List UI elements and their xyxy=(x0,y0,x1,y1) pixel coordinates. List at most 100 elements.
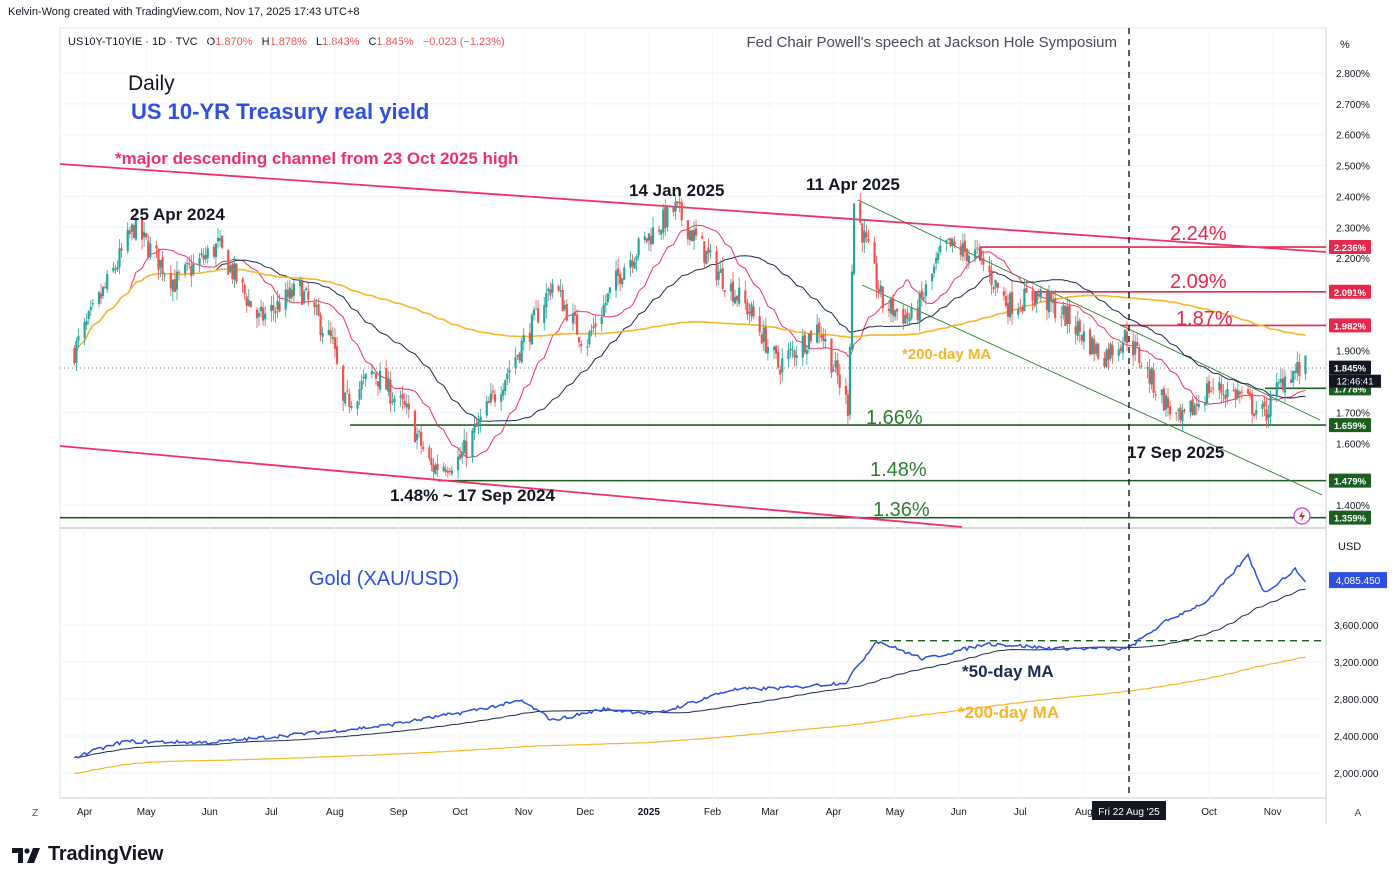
symbol-legend[interactable]: US10Y-T10YIE · 1D · TVC O1.870% H1.878% … xyxy=(68,36,505,48)
time-tick-label: Nov xyxy=(1264,807,1282,818)
candle-body xyxy=(573,312,577,316)
candle-body xyxy=(1068,305,1071,325)
candle-body xyxy=(1298,361,1301,377)
candle-body xyxy=(149,243,152,258)
zoom-button[interactable]: Z xyxy=(32,808,38,819)
candle-body xyxy=(920,290,923,298)
candle-body xyxy=(175,271,179,290)
candle-body xyxy=(623,267,626,280)
candle-body xyxy=(990,270,993,286)
candle-body xyxy=(666,206,669,228)
candle-body xyxy=(344,392,347,404)
candle-body xyxy=(1033,302,1036,306)
candle-body xyxy=(1154,394,1157,396)
time-tick-label: 2025 xyxy=(638,807,661,818)
candle-body xyxy=(1265,409,1268,421)
candle-body xyxy=(852,203,856,275)
time-tick-label: Jul xyxy=(1014,807,1027,818)
candle-body xyxy=(401,393,404,400)
candle-body xyxy=(442,466,445,472)
candle-body xyxy=(374,373,378,379)
candle-body xyxy=(1183,409,1186,412)
candle-body xyxy=(1281,378,1285,391)
candle-body xyxy=(824,338,827,342)
candle-body xyxy=(465,440,468,458)
candle-body xyxy=(557,286,560,291)
candle-body xyxy=(549,289,552,296)
candle-body xyxy=(932,266,936,274)
candle-body xyxy=(1090,337,1094,355)
candle-body xyxy=(1277,382,1280,384)
candle-body xyxy=(1189,400,1192,413)
candle-body xyxy=(967,255,971,263)
level-label-2-24: 2.24% xyxy=(1170,223,1227,245)
candle-body xyxy=(588,331,591,345)
candle-body xyxy=(532,309,536,315)
price-tick-label: 2.200% xyxy=(1336,254,1370,265)
price-tick-label: 2.500% xyxy=(1336,162,1370,173)
chart-canvas[interactable]: US10Y-T10YIE · 1D · TVC O1.870% H1.878% … xyxy=(0,24,1390,824)
price-badge-bg xyxy=(1329,318,1371,333)
candle-body xyxy=(307,291,310,300)
candle-body xyxy=(159,260,162,268)
event-label: Fed Chair Powell's speech at Jackson Hol… xyxy=(746,34,1117,51)
candle-body xyxy=(1290,379,1293,383)
ma-50-line xyxy=(73,255,1306,422)
candle-body xyxy=(939,245,942,253)
candle-body xyxy=(420,431,423,446)
level-label-1-66: 1.66% xyxy=(866,407,923,429)
candle-body xyxy=(822,334,825,341)
candle-body xyxy=(1261,404,1264,409)
time-tick-label: Feb xyxy=(704,807,722,818)
candle-body xyxy=(614,270,618,291)
candle-body xyxy=(432,464,435,472)
candle-body xyxy=(965,248,969,261)
candle-body xyxy=(413,410,417,443)
candle-body xyxy=(658,229,661,232)
price-axis[interactable] xyxy=(1327,28,1390,798)
candle-body xyxy=(902,309,905,324)
price-badge-label: 2.236% xyxy=(1334,243,1367,254)
label-200-day-ma: *200-day MA xyxy=(902,346,991,363)
candle-body xyxy=(606,293,609,303)
candle-body xyxy=(372,372,376,374)
candle-body xyxy=(120,248,123,251)
candle-body xyxy=(838,374,841,388)
candle-body xyxy=(500,394,503,402)
candle-body xyxy=(793,350,796,358)
tradingview-logo[interactable]: TradingView xyxy=(12,843,163,866)
candle-body xyxy=(571,313,575,324)
ma-20-line xyxy=(73,224,1306,459)
candle-body xyxy=(487,401,490,404)
candle-body xyxy=(370,370,373,375)
candle-body xyxy=(255,309,259,319)
candle-body xyxy=(733,296,737,304)
candle-body xyxy=(356,401,359,409)
candle-body xyxy=(982,257,985,265)
candle-body xyxy=(1088,329,1092,355)
candle-body xyxy=(807,333,811,350)
candle-body xyxy=(126,229,129,252)
candle-body xyxy=(1166,397,1170,408)
candle-body xyxy=(1103,358,1106,367)
candle-body xyxy=(327,329,330,335)
candle-body xyxy=(1220,384,1223,394)
gold-series xyxy=(74,553,1307,774)
candle-body xyxy=(680,201,683,221)
auto-scale-button[interactable]: A xyxy=(1355,808,1362,819)
candle-body xyxy=(1248,392,1252,397)
candle-body xyxy=(805,349,808,355)
candle-body xyxy=(1107,348,1110,360)
candle-body xyxy=(514,357,517,368)
candle-body xyxy=(602,304,605,317)
candle-body xyxy=(631,260,634,267)
candle-body xyxy=(1152,369,1155,393)
candle-body xyxy=(1035,292,1038,304)
time-axis-ticks[interactable]: Apr May Jun Jul Aug Sep Oct Nov Dec 2025 Feb Mar Apr… xyxy=(77,807,1282,818)
candle-body xyxy=(220,235,224,248)
candle-body xyxy=(403,400,406,406)
candle-body xyxy=(1168,406,1172,415)
candle-body xyxy=(1095,344,1098,354)
candle-body xyxy=(1246,389,1250,394)
candle-body xyxy=(762,327,765,342)
